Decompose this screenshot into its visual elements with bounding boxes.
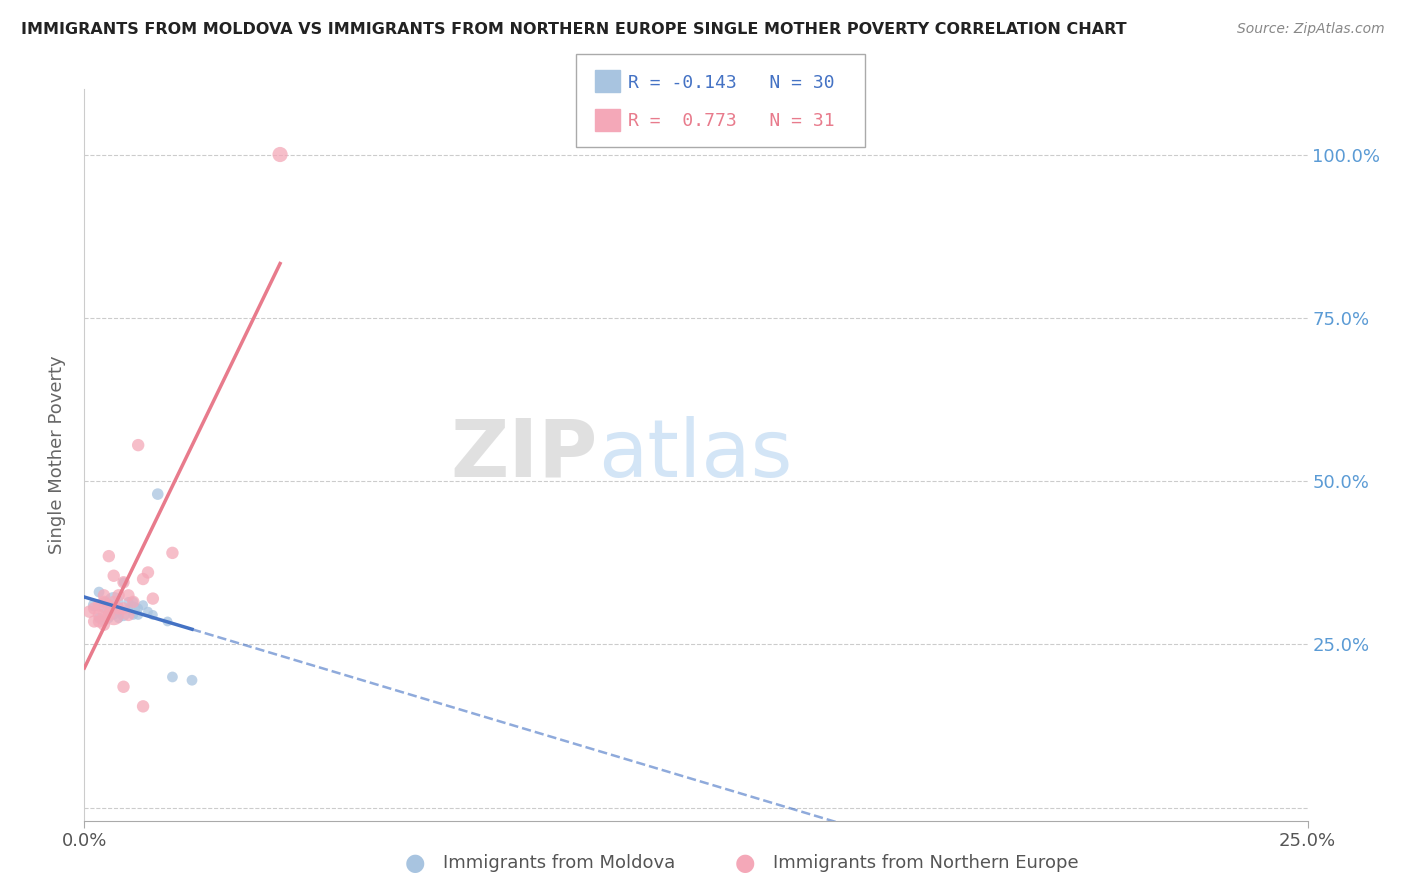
Point — [87, 615, 110, 629]
Point — [112, 607, 135, 622]
Point — [107, 601, 129, 615]
Point — [97, 598, 120, 612]
Point — [97, 598, 120, 612]
Point — [136, 566, 159, 580]
Point — [87, 607, 110, 622]
Text: atlas: atlas — [598, 416, 793, 494]
Point — [107, 605, 129, 619]
Point — [156, 615, 179, 629]
Point — [103, 601, 125, 615]
Point — [127, 438, 149, 452]
Point — [181, 673, 204, 688]
Point — [112, 575, 135, 590]
Point — [117, 588, 139, 602]
Point — [142, 607, 165, 622]
Point — [142, 591, 165, 606]
Point — [117, 607, 139, 622]
Point — [97, 607, 120, 622]
Text: R =  0.773   N = 31: R = 0.773 N = 31 — [628, 112, 835, 129]
Point — [93, 588, 115, 602]
Point — [112, 680, 135, 694]
Point — [117, 595, 139, 609]
Point — [87, 585, 110, 599]
Point — [103, 568, 125, 582]
Text: Immigrants from Northern Europe: Immigrants from Northern Europe — [773, 855, 1078, 872]
Point — [146, 487, 169, 501]
Point — [83, 601, 105, 615]
Point — [132, 572, 155, 586]
Point — [83, 615, 105, 629]
Point — [117, 601, 139, 615]
Text: R = -0.143   N = 30: R = -0.143 N = 30 — [628, 74, 835, 92]
Point — [132, 699, 155, 714]
Point — [269, 147, 291, 161]
Point — [103, 595, 125, 609]
Point — [122, 607, 145, 622]
Point — [93, 601, 115, 615]
Text: IMMIGRANTS FROM MOLDOVA VS IMMIGRANTS FROM NORTHERN EUROPE SINGLE MOTHER POVERTY: IMMIGRANTS FROM MOLDOVA VS IMMIGRANTS FR… — [21, 22, 1126, 37]
Point — [132, 598, 155, 612]
Text: ●: ● — [735, 852, 755, 875]
Point — [112, 575, 135, 590]
Point — [77, 605, 100, 619]
Text: Immigrants from Moldova: Immigrants from Moldova — [443, 855, 675, 872]
Point — [122, 601, 145, 615]
Point — [103, 607, 125, 622]
Point — [93, 617, 115, 632]
Point — [97, 549, 120, 563]
Point — [127, 601, 149, 615]
Point — [162, 546, 184, 560]
Text: ZIP: ZIP — [451, 416, 598, 494]
Point — [107, 588, 129, 602]
Point — [127, 607, 149, 622]
Point — [136, 605, 159, 619]
Text: ●: ● — [405, 852, 425, 875]
Text: Source: ZipAtlas.com: Source: ZipAtlas.com — [1237, 22, 1385, 37]
Point — [97, 611, 120, 625]
Point — [93, 607, 115, 622]
Point — [93, 595, 115, 609]
Point — [93, 595, 115, 609]
Point — [107, 611, 129, 625]
Point — [103, 607, 125, 622]
Point — [162, 670, 184, 684]
Point — [122, 595, 145, 609]
Point — [87, 611, 110, 625]
Point — [103, 595, 125, 609]
Point — [87, 598, 110, 612]
Y-axis label: Single Mother Poverty: Single Mother Poverty — [48, 356, 66, 554]
Point — [112, 601, 135, 615]
Point — [97, 605, 120, 619]
Point — [93, 615, 115, 629]
Point — [83, 598, 105, 612]
Point — [122, 595, 145, 609]
